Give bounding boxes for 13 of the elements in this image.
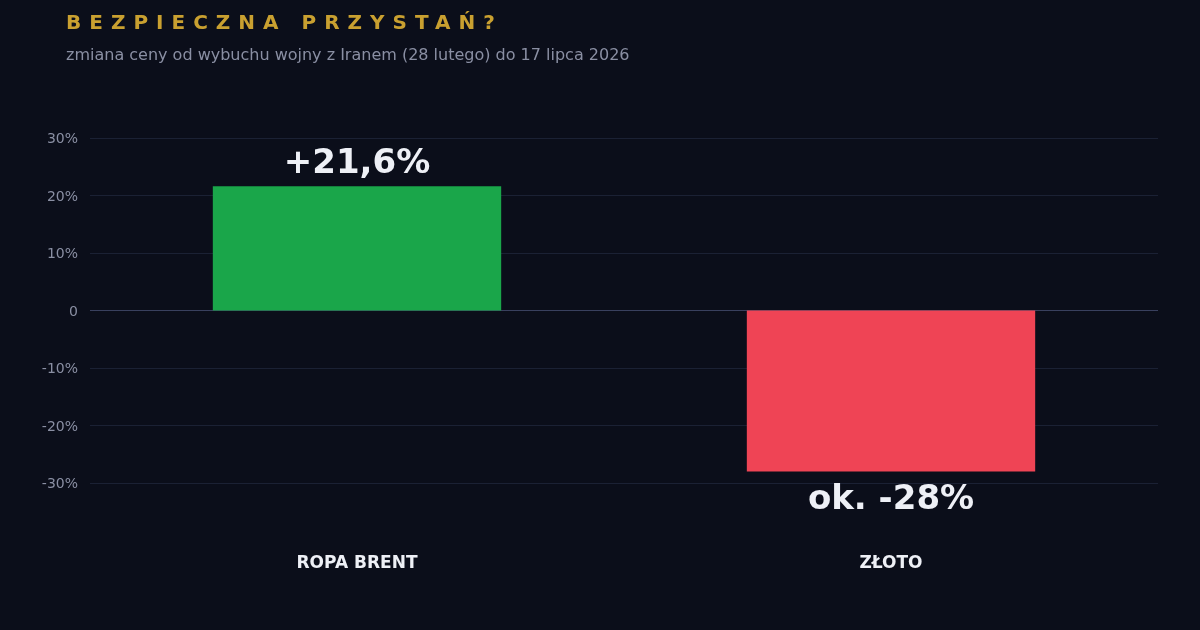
y-tick-label: 0 [69, 302, 78, 319]
x-tick-label: ZŁOTO [859, 551, 923, 572]
y-tick-label: -20% [41, 417, 78, 434]
y-tick-label: 30% [46, 130, 78, 146]
chart-subtitle: zmiana ceny od wybuchu wojny z Iranem (28 lutego) do 17 lipca 2026 [66, 45, 630, 64]
data-label: ok. -28% [807, 476, 975, 517]
y-tick-label: -10% [41, 360, 78, 376]
chart-title: BEZPIECZNA PRZYSTAŃ? [66, 10, 503, 34]
data-label: +21,6% [283, 141, 431, 182]
y-tick-label: 20% [46, 187, 78, 204]
x-tick-label: ROPA BRENT [296, 551, 418, 572]
y-tick-label: 10% [46, 245, 78, 261]
y-tick-label: -30% [41, 475, 78, 491]
